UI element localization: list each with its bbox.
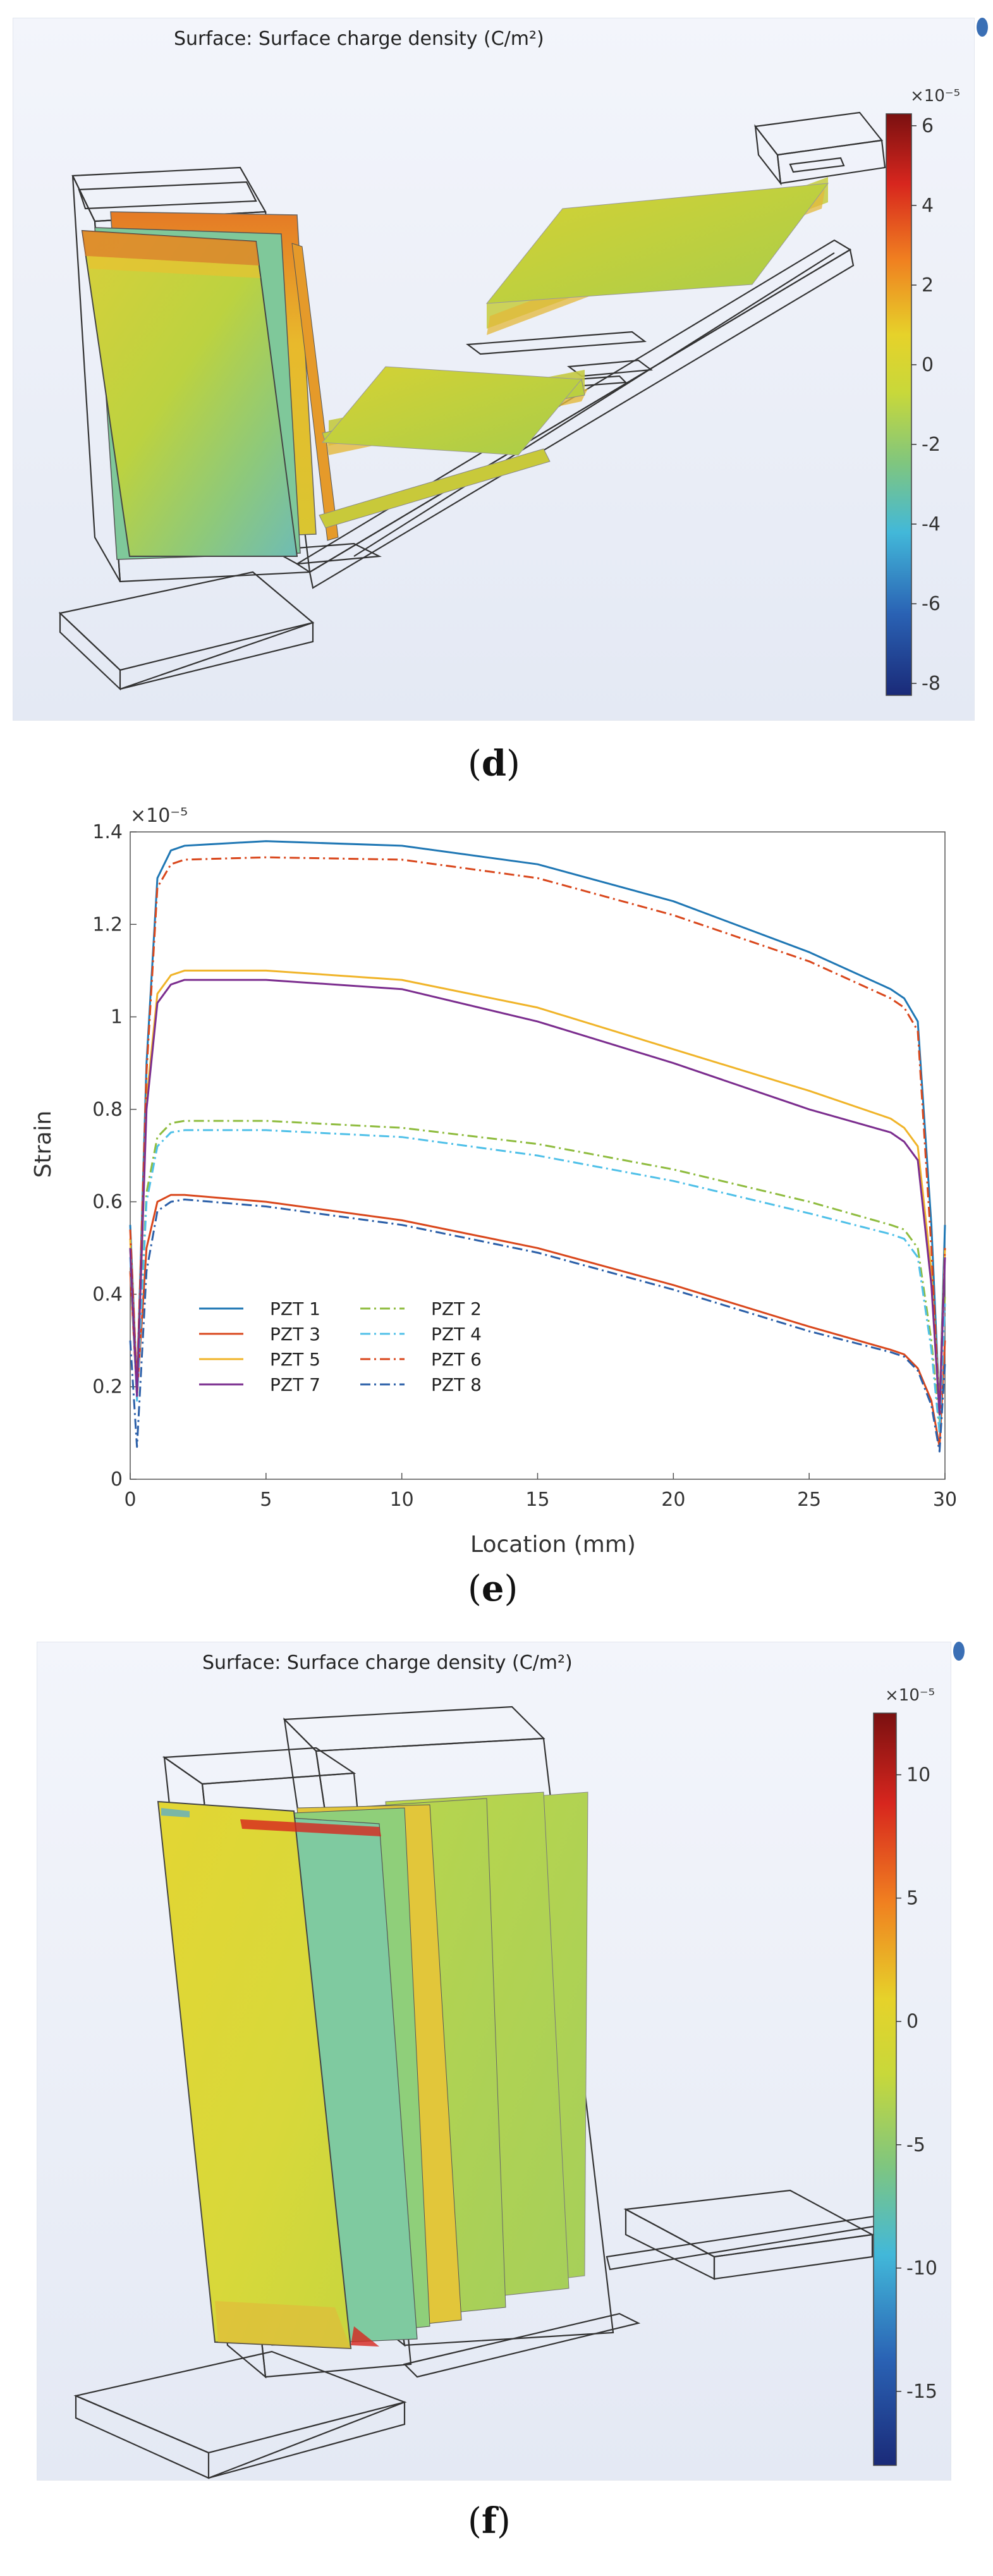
panel-d-3d-model: 6 4 2 0 -2 -4 -6 -8 ×10⁻⁵ [58, 87, 960, 696]
panel-d-colorbar: 6 4 2 0 -2 -4 -6 -8 ×10⁻⁵ [886, 87, 960, 696]
panel-d-colorbar-tick-label: 4 [922, 195, 934, 217]
panel-e-label: (e) [468, 1568, 518, 1609]
chart-e-legend-label: PZT 7 [270, 1374, 320, 1395]
panel-f-colorbar-tick-label: 10 [906, 1764, 930, 1786]
panel-d-colorbar-tick-label: -8 [922, 673, 941, 695]
chart-e-series-pzt-3 [129, 1193, 946, 1448]
chart-e-ytick-label: 0.4 [92, 1283, 123, 1305]
panel-f-colorbar-scale: ×10⁻⁵ [885, 1686, 935, 1705]
panel-e-strain-chart: 0 5 10 15 20 25 30 0 0.2 0.4 0.6 0.8 1 1.2 1.4 PZT 1 PZ… [30, 805, 957, 1558]
chart-e-legend-label: PZT 5 [270, 1349, 320, 1370]
panel-f-colorbar-tick-label: -10 [906, 2257, 937, 2280]
panel-d-colorbar-tick-label: 0 [922, 354, 934, 376]
chart-e-ytick-label: 1 [111, 1006, 123, 1029]
chart-e-series-pzt-4 [129, 1129, 946, 1434]
panel-d-label: (d) [468, 743, 520, 784]
chart-e-legend-label: PZT 3 [270, 1324, 320, 1345]
app-logo-icon-f [953, 1642, 965, 1661]
chart-e-xtick-label: 5 [260, 1489, 272, 1511]
chart-e-ytick-label: 0.6 [92, 1191, 123, 1213]
chart-e-legend-label: PZT 8 [431, 1374, 482, 1395]
chart-e-series-pzt-7 [129, 979, 946, 1416]
chart-e-legend-label: PZT 1 [270, 1298, 320, 1319]
chart-e-ytick-label: 0 [111, 1468, 123, 1491]
chart-e-ytick-label: 0.2 [92, 1376, 123, 1398]
chart-e-legend-label: PZT 6 [431, 1349, 482, 1370]
chart-e-xlabel: Location (mm) [470, 1532, 636, 1558]
chart-e-xtick-label: 15 [525, 1489, 549, 1511]
panel-d-colorbar-tick-label: -2 [922, 434, 941, 456]
panel-f-colorbar-tick-label: -5 [906, 2134, 925, 2156]
chart-e-xtick-label: 10 [390, 1489, 414, 1511]
chart-e-ytick-label: 0.8 [92, 1099, 123, 1121]
panel-f-title: Surface: Surface charge density (C/m²) [202, 1652, 573, 1674]
panel-f-colorbar-tick-label: 5 [906, 1888, 918, 1910]
chart-e-series-pzt-8 [129, 1199, 946, 1453]
chart-e-scale-note: ×10⁻⁵ [130, 805, 188, 827]
chart-e-ylabel: Strain [30, 1111, 56, 1178]
chart-e-series-pzt-1 [129, 840, 946, 1411]
panel-d-colorbar-tick-label: -4 [922, 513, 941, 535]
panel-f-colorbar-tick-label: 0 [906, 2011, 918, 2033]
panel-d-colorbar-tick-label: -6 [922, 593, 941, 615]
chart-e-xtick-label: 25 [797, 1489, 821, 1511]
app-logo-icon [977, 18, 988, 37]
panel-f-colorbar-tick-label: -15 [906, 2381, 937, 2403]
chart-e-xtick-label: 0 [124, 1489, 136, 1511]
chart-e-series-pzt-5 [129, 969, 946, 1411]
panel-d-colorbar-scale: ×10⁻⁵ [910, 87, 960, 106]
chart-e-ytick-label: 1.2 [92, 913, 123, 936]
chart-e-series-pzt-2 [129, 1120, 946, 1425]
panel-d-colorbar-tick-label: 2 [922, 274, 934, 296]
chart-e-xtick-label: 20 [661, 1489, 685, 1511]
chart-e-xtick-label: 30 [933, 1489, 957, 1511]
chart-e-legend-label: PZT 4 [431, 1324, 482, 1345]
panel-f-label: (f) [468, 2500, 511, 2542]
panel-d-title: Surface: Surface charge density (C/m²) [174, 28, 544, 50]
panel-f-colorbar: 10 5 0 -5 -10 -15 ×10⁻⁵ [873, 1686, 937, 2466]
panel-d-colorbar-tick-label: 6 [922, 115, 934, 137]
panel-f-3d-model: 10 5 0 -5 -10 -15 ×10⁻⁵ [73, 1686, 937, 2479]
chart-e-series-pzt-6 [129, 856, 946, 1416]
chart-e-ytick-label: 1.4 [92, 821, 123, 843]
chart-e-legend-label: PZT 2 [431, 1298, 482, 1319]
